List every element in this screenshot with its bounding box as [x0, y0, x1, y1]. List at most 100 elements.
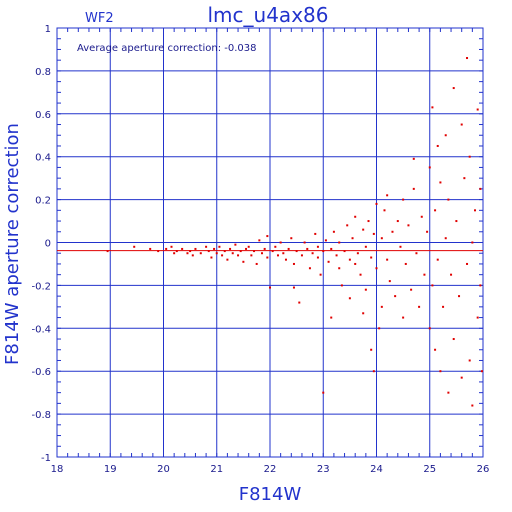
data-point	[287, 247, 290, 250]
data-point	[173, 252, 176, 255]
data-point	[106, 250, 109, 253]
data-point	[199, 252, 202, 255]
data-point	[231, 252, 234, 255]
data-point	[338, 241, 341, 244]
data-point	[351, 237, 354, 240]
data-point	[311, 252, 314, 255]
data-point	[410, 288, 413, 291]
data-point	[274, 245, 277, 248]
data-point	[380, 237, 383, 240]
data-point	[412, 157, 415, 160]
data-point	[428, 327, 431, 330]
data-point	[263, 247, 266, 250]
data-point	[292, 262, 295, 265]
data-point	[468, 155, 471, 158]
data-point	[418, 305, 421, 308]
data-point	[221, 254, 224, 257]
data-point	[191, 254, 194, 257]
data-point	[266, 235, 269, 238]
data-point	[367, 220, 370, 223]
data-point	[346, 224, 349, 227]
x-tick-label: 23	[317, 464, 330, 475]
data-point	[391, 230, 394, 233]
data-point	[284, 258, 287, 261]
data-point	[370, 256, 373, 259]
data-point	[394, 295, 397, 298]
data-point	[362, 228, 365, 231]
data-point	[439, 181, 442, 184]
data-point	[364, 288, 367, 291]
x-tick-label: 21	[210, 464, 223, 475]
data-point	[375, 202, 378, 205]
data-point	[207, 250, 210, 253]
data-point	[279, 241, 282, 244]
data-point	[237, 254, 240, 257]
data-point	[205, 245, 208, 248]
data-point	[479, 284, 482, 287]
data-point	[356, 252, 359, 255]
data-point	[319, 273, 322, 276]
data-point	[170, 245, 173, 248]
data-point	[269, 286, 271, 289]
data-point	[223, 250, 226, 253]
y-tick-label: 0.6	[35, 110, 51, 121]
data-point	[218, 245, 221, 248]
y-tick-label: -0.8	[31, 410, 51, 421]
data-point	[444, 237, 447, 240]
data-point	[250, 254, 253, 257]
data-point	[258, 239, 261, 242]
data-point	[480, 370, 483, 373]
data-point	[306, 247, 309, 250]
data-point	[343, 250, 346, 253]
data-point	[442, 305, 445, 308]
average-annotation: Average aperture correction: -0.038	[77, 43, 257, 54]
data-point	[372, 370, 375, 373]
data-point	[181, 247, 184, 250]
data-point	[447, 391, 450, 394]
data-point	[415, 252, 418, 255]
data-point	[423, 273, 426, 276]
data-point	[479, 187, 482, 190]
y-tick-label: -0.2	[31, 281, 51, 292]
data-point	[460, 376, 463, 379]
data-point	[471, 241, 474, 244]
y-tick-label: -0.4	[31, 324, 51, 335]
data-point	[399, 245, 402, 248]
data-point	[386, 194, 389, 197]
data-point	[354, 262, 357, 265]
y-tick-label: -0.6	[31, 367, 51, 378]
data-point	[303, 241, 306, 244]
data-point	[316, 245, 319, 248]
data-point	[474, 209, 477, 212]
data-point	[338, 267, 341, 270]
data-point	[271, 250, 274, 253]
data-point	[383, 209, 386, 212]
x-tick-labels: 18 19 20 21 22 23 24 25 26	[51, 464, 490, 475]
data-point	[261, 252, 264, 255]
data-point	[434, 209, 437, 212]
data-point	[282, 252, 285, 255]
data-point	[471, 404, 474, 407]
x-tick-label: 19	[104, 464, 117, 475]
data-point	[359, 273, 362, 276]
data-point	[370, 348, 373, 351]
chart-grid	[56, 27, 484, 458]
x-tick-label: 20	[157, 464, 170, 475]
y-tick-label: 0.8	[35, 67, 51, 78]
data-point	[388, 280, 391, 283]
data-point	[412, 187, 415, 190]
y-tick-label: 0.4	[35, 153, 51, 164]
y-tick-label: 0	[45, 239, 51, 250]
data-point	[330, 316, 333, 319]
data-point	[447, 198, 450, 201]
data-point	[452, 338, 455, 341]
y-tick-label: 0.2	[35, 196, 51, 207]
data-point	[354, 215, 357, 218]
data-point	[253, 250, 256, 253]
y-tick-label: 1	[45, 24, 51, 35]
data-point	[458, 295, 461, 298]
data-point	[378, 327, 381, 330]
data-point	[402, 198, 405, 201]
data-point	[476, 316, 479, 319]
data-point	[247, 245, 250, 248]
